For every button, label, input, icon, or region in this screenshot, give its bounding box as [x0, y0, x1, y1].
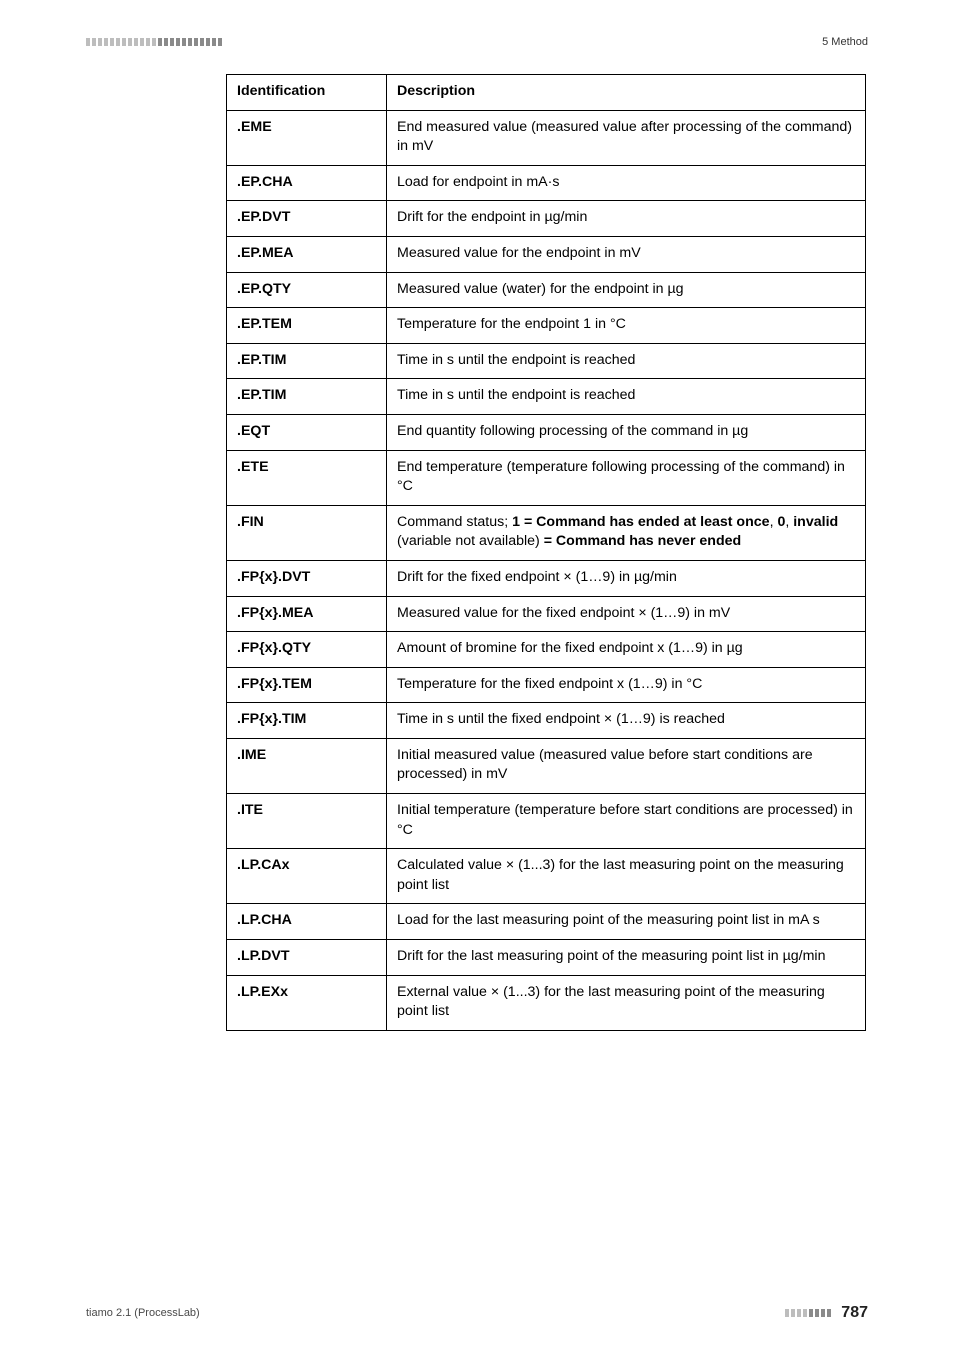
- table-row: .FP{x}.QTYAmount of bromine for the fixe…: [227, 632, 866, 668]
- footer-product: tiamo 2.1 (ProcessLab): [86, 1307, 200, 1319]
- identification-cell: .FP{x}.DVT: [227, 560, 387, 596]
- definitions-table-wrap: Identification Description .EMEEnd measu…: [226, 74, 868, 1031]
- identification-cell: .FP{x}.TIM: [227, 703, 387, 739]
- description-cell: End temperature (temperature following p…: [387, 450, 866, 505]
- identification-cell: .EME: [227, 110, 387, 165]
- identification-cell: .LP.DVT: [227, 940, 387, 976]
- table-row: .FP{x}.TIMTime in s until the fixed endp…: [227, 703, 866, 739]
- table-row: .IMEInitial measured value (measured val…: [227, 738, 866, 793]
- description-cell: Load for endpoint in mA·s: [387, 165, 866, 201]
- identification-cell: .FP{x}.TEM: [227, 667, 387, 703]
- identification-cell: .FP{x}.MEA: [227, 596, 387, 632]
- header-marks-icon: [86, 38, 222, 46]
- table-row: .LP.CHALoad for the last measuring point…: [227, 904, 866, 940]
- description-cell: End measured value (measured value after…: [387, 110, 866, 165]
- description-cell: Command status; 1 = Command has ended at…: [387, 505, 866, 560]
- table-row: .LP.DVTDrift for the last measuring poin…: [227, 940, 866, 976]
- identification-cell: .ETE: [227, 450, 387, 505]
- page-number: 787: [841, 1304, 868, 1322]
- identification-cell: .EP.MEA: [227, 236, 387, 272]
- table-row: .EP.CHALoad for endpoint in mA·s: [227, 165, 866, 201]
- section-label: 5 Method: [822, 36, 868, 48]
- table-row: .EMEEnd measured value (measured value a…: [227, 110, 866, 165]
- identification-cell: .LP.CHA: [227, 904, 387, 940]
- description-cell: Measured value for the endpoint in mV: [387, 236, 866, 272]
- identification-cell: .LP.EXx: [227, 975, 387, 1030]
- description-cell: External value × (1...3) for the last me…: [387, 975, 866, 1030]
- table-row: .ETEEnd temperature (temperature followi…: [227, 450, 866, 505]
- top-bar: 5 Method: [86, 36, 868, 48]
- description-cell: Initial measured value (measured value b…: [387, 738, 866, 793]
- identification-cell: .FIN: [227, 505, 387, 560]
- identification-cell: .ITE: [227, 794, 387, 849]
- table-row: .LP.EXxExternal value × (1...3) for the …: [227, 975, 866, 1030]
- table-row: .FP{x}.MEAMeasured value for the fixed e…: [227, 596, 866, 632]
- table-header-row: Identification Description: [227, 75, 866, 111]
- footer-marks-icon: [785, 1309, 831, 1317]
- description-cell: Time in s until the fixed endpoint × (1……: [387, 703, 866, 739]
- col-header-description: Description: [387, 75, 866, 111]
- description-cell: Calculated value × (1...3) for the last …: [387, 849, 866, 904]
- description-cell: Measured value (water) for the endpoint …: [387, 272, 866, 308]
- description-cell: Time in s until the endpoint is reached: [387, 343, 866, 379]
- description-cell: Drift for the last measuring point of th…: [387, 940, 866, 976]
- table-row: .ITEInitial temperature (temperature bef…: [227, 794, 866, 849]
- description-cell: Time in s until the endpoint is reached: [387, 379, 866, 415]
- identification-cell: .EP.TEM: [227, 308, 387, 344]
- description-cell: Temperature for the fixed endpoint x (1……: [387, 667, 866, 703]
- table-row: .EP.DVTDrift for the endpoint in µg/min: [227, 201, 866, 237]
- table-row: .EP.QTYMeasured value (water) for the en…: [227, 272, 866, 308]
- definitions-table: Identification Description .EMEEnd measu…: [226, 74, 866, 1031]
- identification-cell: .EP.TIM: [227, 379, 387, 415]
- description-cell: Measured value for the fixed endpoint × …: [387, 596, 866, 632]
- table-row: .EP.TEMTemperature for the endpoint 1 in…: [227, 308, 866, 344]
- description-cell: Amount of bromine for the fixed endpoint…: [387, 632, 866, 668]
- table-row: .FINCommand status; 1 = Command has ende…: [227, 505, 866, 560]
- identification-cell: .EQT: [227, 414, 387, 450]
- identification-cell: .EP.QTY: [227, 272, 387, 308]
- description-cell: Drift for the endpoint in µg/min: [387, 201, 866, 237]
- col-header-identification: Identification: [227, 75, 387, 111]
- identification-cell: .LP.CAx: [227, 849, 387, 904]
- identification-cell: .EP.DVT: [227, 201, 387, 237]
- description-cell: Temperature for the endpoint 1 in °C: [387, 308, 866, 344]
- description-cell: Drift for the fixed endpoint × (1…9) in …: [387, 560, 866, 596]
- table-row: .FP{x}.DVTDrift for the fixed endpoint ×…: [227, 560, 866, 596]
- table-row: .EP.MEAMeasured value for the endpoint i…: [227, 236, 866, 272]
- footer: tiamo 2.1 (ProcessLab) 787: [86, 1304, 868, 1322]
- table-row: .EP.TIMTime in s until the endpoint is r…: [227, 379, 866, 415]
- footer-right: 787: [785, 1304, 868, 1322]
- description-cell: Initial temperature (temperature before …: [387, 794, 866, 849]
- identification-cell: .IME: [227, 738, 387, 793]
- page: 5 Method Identification Description .EME…: [0, 0, 954, 1350]
- identification-cell: .EP.CHA: [227, 165, 387, 201]
- description-cell: Load for the last measuring point of the…: [387, 904, 866, 940]
- table-row: .LP.CAxCalculated value × (1...3) for th…: [227, 849, 866, 904]
- table-row: .EQTEnd quantity following processing of…: [227, 414, 866, 450]
- identification-cell: .FP{x}.QTY: [227, 632, 387, 668]
- description-cell: End quantity following processing of the…: [387, 414, 866, 450]
- identification-cell: .EP.TIM: [227, 343, 387, 379]
- table-row: .EP.TIMTime in s until the endpoint is r…: [227, 343, 866, 379]
- table-row: .FP{x}.TEMTemperature for the fixed endp…: [227, 667, 866, 703]
